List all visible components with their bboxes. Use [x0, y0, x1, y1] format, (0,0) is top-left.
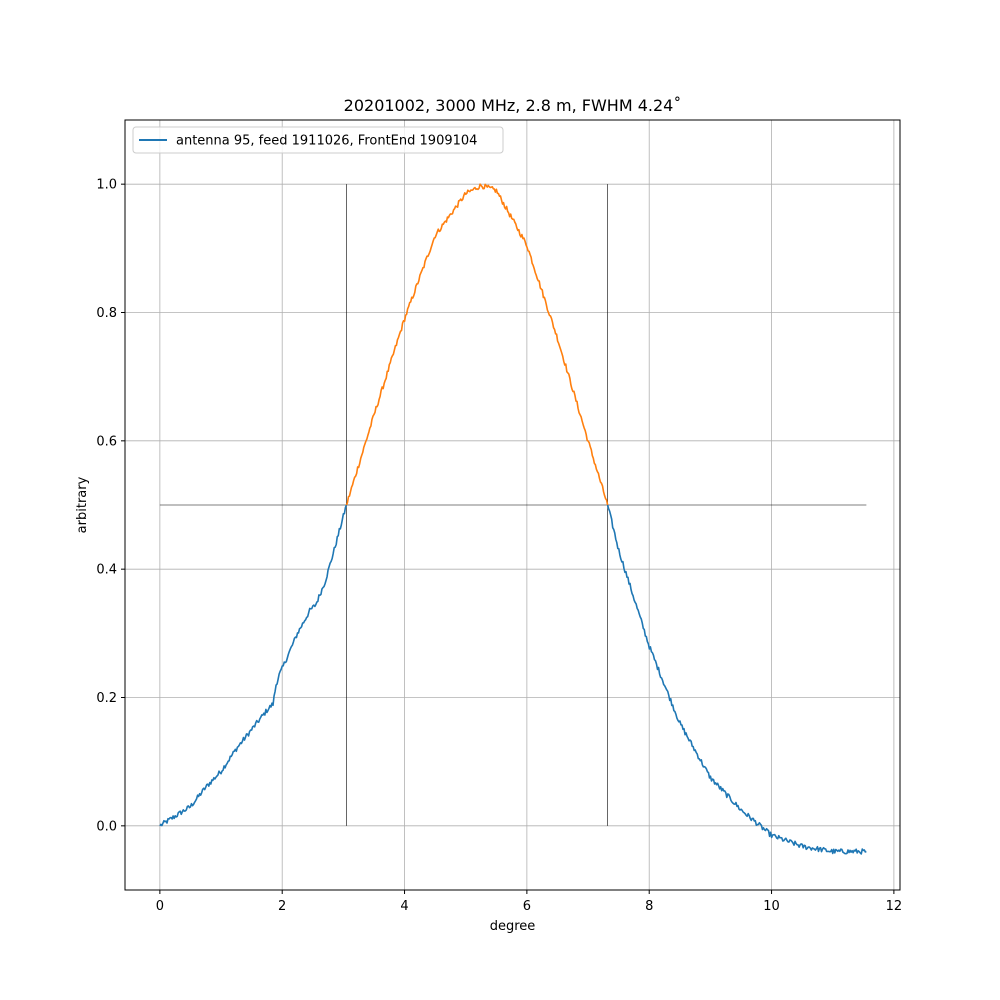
chart-title: 20201002, 3000 MHz, 2.8 m, FWHM 4.24˚	[344, 96, 682, 115]
y-tick-label-1: 0.2	[96, 691, 117, 706]
y-tick-label-0: 0.0	[96, 819, 117, 834]
x-tick-label-4: 8	[645, 899, 653, 914]
y-tick-label-5: 1.0	[96, 178, 117, 193]
y-tick-label-4: 0.8	[96, 306, 117, 321]
x-tick-label-5: 10	[763, 899, 780, 914]
legend-box	[132, 126, 504, 154]
legend-entry-label: antenna 95, feed 1911026, FrontEnd 19091…	[176, 134, 477, 149]
x-tick-label-0: 0	[156, 899, 164, 914]
x-tick-label-2: 4	[400, 899, 408, 914]
series-line-1	[345, 183, 609, 506]
x-tick-label-3: 6	[523, 899, 531, 914]
legend: antenna 95, feed 1911026, FrontEnd 19091…	[132, 126, 504, 154]
y-axis-label: arbitrary	[75, 476, 90, 533]
series-line-0	[159, 504, 348, 827]
plot-frame	[124, 119, 901, 891]
x-tick-label-1: 2	[278, 899, 286, 914]
x-tick-label-6: 12	[886, 899, 903, 914]
series-line-2	[606, 504, 867, 855]
y-tick-label-2: 0.4	[96, 563, 117, 578]
x-axis-label: degree	[490, 919, 536, 934]
series-layer	[159, 183, 867, 855]
y-ticks: 0.0 0.2 0.4 0.6 0.8 1.0	[96, 178, 125, 834]
x-ticks: 0 2 4 6 8 10 12	[156, 890, 902, 914]
y-tick-label-3: 0.6	[96, 434, 117, 449]
